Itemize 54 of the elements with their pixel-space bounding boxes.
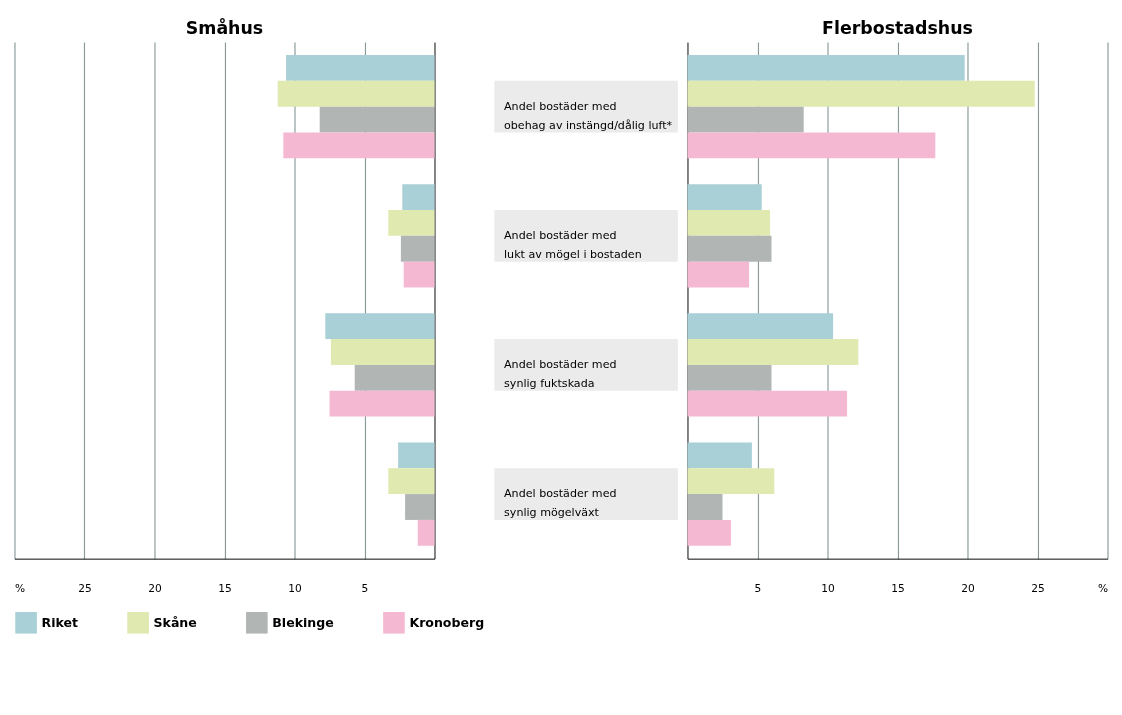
bar <box>319 106 435 133</box>
bar <box>687 494 723 520</box>
bar <box>687 261 750 288</box>
bar <box>687 468 775 495</box>
x-tick-label: % <box>1097 581 1108 595</box>
bar <box>405 494 435 520</box>
legend-label: Kronoberg <box>409 614 485 630</box>
x-tick-label: 10 <box>288 581 302 595</box>
bar <box>398 442 435 469</box>
bar <box>417 519 435 546</box>
bar <box>388 468 435 495</box>
x-tick-label: 25 <box>1031 581 1045 595</box>
y-tick-label: Andel bostäder med synlig mögelväxt <box>504 486 617 520</box>
y-tick-label: Andel bostäder med synlig fuktskada <box>504 357 617 391</box>
x-tick-label: 20 <box>148 581 162 595</box>
bar <box>687 55 965 81</box>
bar <box>687 339 859 365</box>
bar <box>402 184 435 210</box>
y-tick-label: Andel bostäder med lukt av mögel i bostaden <box>504 228 642 262</box>
bar <box>325 313 435 340</box>
bar <box>687 132 936 159</box>
bar <box>354 364 435 391</box>
bar <box>687 442 752 469</box>
bar <box>277 80 435 107</box>
chart-title: Flerbostadshus <box>822 18 973 39</box>
x-tick-label: 20 <box>961 581 975 595</box>
bar <box>687 209 771 236</box>
bar <box>403 261 435 288</box>
x-tick-label: 15 <box>218 581 232 595</box>
x-tick-label: 15 <box>891 581 905 595</box>
x-tick-label: 5 <box>754 581 762 595</box>
x-tick-label: 25 <box>78 581 92 595</box>
bar <box>687 390 848 417</box>
bar <box>687 106 804 133</box>
bar <box>687 184 762 210</box>
bar <box>687 235 772 262</box>
bar <box>687 80 1035 107</box>
x-tick-label: 10 <box>821 581 835 595</box>
bar <box>388 209 435 236</box>
bar <box>687 364 772 391</box>
bar <box>687 519 731 546</box>
chart-title: Småhus <box>185 17 264 39</box>
bar <box>329 390 435 417</box>
y-tick-label: Andel bostäder med obehag av instängd/dålig luft* <box>504 99 673 132</box>
legend-label: Blekinge <box>272 614 334 630</box>
x-tick-label: 5 <box>361 581 369 595</box>
legend-label: Riket <box>41 614 78 630</box>
bar <box>286 55 435 81</box>
legend-label: Skåne <box>153 614 197 630</box>
x-tick-label: % <box>14 581 26 595</box>
bar <box>283 132 435 159</box>
bar <box>687 313 834 340</box>
bar <box>400 235 435 262</box>
bar <box>330 339 435 365</box>
